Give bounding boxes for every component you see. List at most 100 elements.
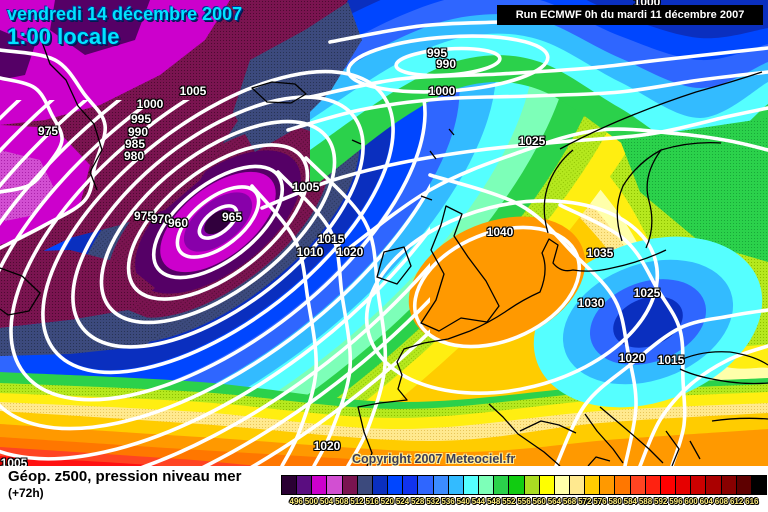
legend-swatch (585, 476, 601, 494)
legend-value: 580 (608, 497, 622, 506)
legend-swatch (388, 476, 404, 494)
legend-swatch (372, 476, 389, 494)
legend-value: 608 (714, 497, 729, 506)
legend-footer: Géop. z500, pression niveau mer (+72h) 4… (0, 466, 768, 512)
pressure-label: 1040 (486, 225, 514, 239)
copyright-text: Copyright 2007 Meteociel.fr (352, 452, 516, 466)
pressure-label: 980 (123, 149, 145, 163)
weather-map-canvas (0, 0, 768, 466)
pressure-label: 995 (426, 46, 448, 60)
legend-swatch (736, 476, 752, 494)
legend-swatch (691, 476, 707, 494)
model-run-info: Run ECMWF 0h du mardi 11 décembre 2007 (497, 5, 763, 25)
pressure-label: 1000 (136, 97, 164, 111)
pressure-label: 1035 (586, 246, 614, 260)
legend-swatch (676, 476, 692, 494)
pressure-label: 960 (167, 216, 189, 230)
legend-value: 584 (623, 497, 637, 506)
legend-swatch (554, 476, 570, 494)
legend-value: 504 (319, 497, 334, 506)
legend-value: 496 (289, 497, 303, 506)
legend-swatch (600, 476, 616, 494)
legend-swatch (342, 476, 358, 494)
pressure-label: 1000 (634, 0, 661, 9)
legend-values: 496 500 504 508 512 516 520 524 528 532 536 540 544 5… (281, 495, 767, 507)
legend-swatch (418, 476, 434, 494)
legend-swatch (403, 476, 419, 494)
pressure-label: 1015 (317, 232, 345, 246)
pressure-label: 990 (127, 125, 149, 139)
legend-swatch (539, 476, 555, 494)
legend-value: 596 (669, 497, 683, 506)
legend-swatch (463, 476, 480, 494)
legend-value: 500 (304, 497, 319, 506)
legend-swatch (357, 476, 373, 494)
legend-swatch (706, 476, 722, 494)
geopotential-color-field (0, 0, 768, 466)
coastlines (0, 27, 768, 466)
pressure-label: 1020 (313, 439, 341, 453)
legend-swatch (509, 476, 525, 494)
legend-value: 600 (684, 497, 698, 506)
legend-swatch (297, 476, 313, 494)
weather-map: 975 1005 1000 995 990 985 980 975 970 960 965 995 99… (0, 0, 768, 470)
legend-value: 512 (350, 497, 364, 506)
pressure-label: 1025 (518, 134, 546, 148)
legend-value: 616 (745, 497, 759, 506)
legend-swatch (630, 476, 646, 494)
legend-swatch (751, 476, 766, 494)
legend-swatch (660, 476, 677, 494)
map-time-title: 1:00 locale (7, 24, 120, 49)
legend-swatch (327, 476, 343, 494)
pressure-label: 1030 (577, 296, 605, 310)
legend-swatch (524, 476, 540, 494)
legend-swatch (479, 476, 495, 494)
legend-value: 556 (517, 497, 531, 506)
legend-swatch (312, 476, 328, 494)
color-scale-legend: 496 500 504 508 512 516 520 524 528 532 536 540 544 5… (281, 475, 767, 510)
legend-value: 552 (502, 497, 516, 506)
legend-value: 536 (441, 497, 455, 506)
pressure-label: 985 (124, 137, 146, 151)
pressure-label: 975 (37, 124, 59, 138)
pressure-label: 995 (130, 112, 152, 126)
legend-value: 524 (395, 497, 410, 506)
legend-value: 528 (411, 497, 425, 506)
legend-value: 520 (380, 497, 394, 506)
legend-swatch (569, 476, 586, 494)
pressure-label: 1010 (296, 245, 324, 259)
legend-value: 540 (456, 497, 470, 506)
pressure-label: 990 (435, 57, 457, 71)
forecast-hour: (+72h) (8, 486, 44, 500)
legend-value: 612 (729, 497, 744, 506)
legend-value: 592 (654, 497, 668, 506)
map-date-title: vendredi 14 décembre 2007 (7, 4, 243, 24)
pressure-label: 1025 (633, 286, 661, 300)
legend-swatch (721, 476, 737, 494)
legend-value: 572 (578, 497, 592, 506)
legend-value: 604 (699, 497, 713, 506)
pressure-label: 1020 (336, 245, 364, 259)
legend-value: 544 (471, 497, 486, 506)
pressure-label: 1005 (179, 84, 207, 98)
legend-swatch (494, 476, 510, 494)
legend-value: 588 (638, 497, 653, 506)
legend-value: 516 (365, 497, 379, 506)
legend-value: 576 (593, 497, 607, 506)
pressure-label: 1020 (618, 351, 646, 365)
legend-value: 564 (547, 497, 562, 506)
legend-swatches (281, 475, 767, 495)
legend-swatch (645, 476, 661, 494)
legend-value: 560 (532, 497, 546, 506)
legend-value: 532 (426, 497, 440, 506)
pressure-label: 1000 (428, 84, 456, 98)
isobar-lines (0, 18, 768, 466)
legend-swatch (448, 476, 464, 494)
legend-value: 548 (486, 497, 501, 506)
pressure-label: 1015 (657, 353, 685, 367)
pressure-label: 975 (133, 209, 155, 223)
legend-value: 508 (335, 497, 349, 506)
pressure-label: 1005 (292, 180, 320, 194)
legend-value: 568 (562, 497, 577, 506)
